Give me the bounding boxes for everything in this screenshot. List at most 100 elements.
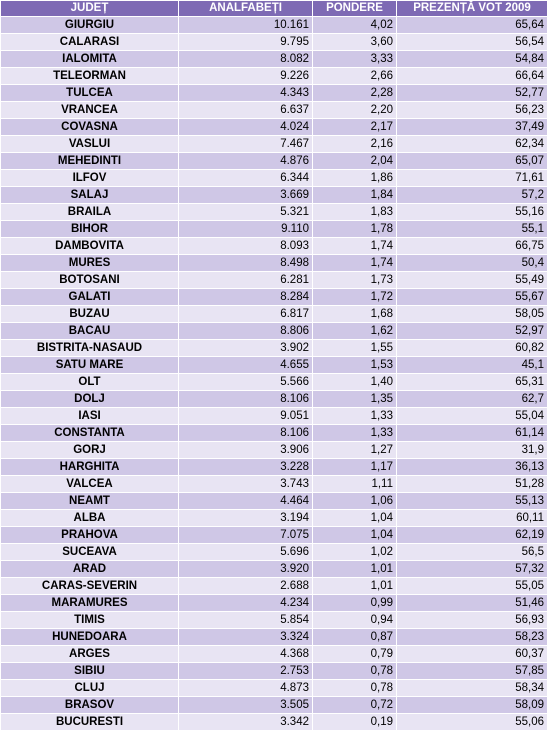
cell-weight: 0,99 [313,595,397,612]
cell-weight: 0,79 [313,646,397,663]
cell-turnout: 55,13 [397,493,547,510]
cell-illiterates: 9.110 [179,221,313,238]
cell-county: TULCEA [1,85,179,102]
cell-county: ILFOV [1,170,179,187]
cell-turnout: 55,05 [397,578,547,595]
cell-weight: 2,66 [313,68,397,85]
cell-weight: 2,17 [313,119,397,136]
cell-weight: 1,02 [313,544,397,561]
cell-turnout: 45,1 [397,357,547,374]
cell-county: CALARASI [1,34,179,51]
cell-weight: 1,17 [313,459,397,476]
cell-turnout: 36,13 [397,459,547,476]
cell-turnout: 60,82 [397,340,547,357]
header-illiterates: ANALFABEȚI [179,1,313,17]
cell-illiterates: 6.344 [179,170,313,187]
cell-illiterates: 8.806 [179,323,313,340]
cell-county: NEAMT [1,493,179,510]
cell-county: COVASNA [1,119,179,136]
cell-illiterates: 3.743 [179,476,313,493]
cell-illiterates: 3.920 [179,561,313,578]
cell-turnout: 65,07 [397,153,547,170]
cell-turnout: 60,11 [397,510,547,527]
cell-county: PRAHOVA [1,527,179,544]
cell-weight: 1,40 [313,374,397,391]
cell-turnout: 31,9 [397,442,547,459]
cell-turnout: 62,7 [397,391,547,408]
cell-illiterates: 4.234 [179,595,313,612]
cell-illiterates: 7.075 [179,527,313,544]
cell-county: GALATI [1,289,179,306]
cell-illiterates: 4.368 [179,646,313,663]
cell-county: BACAU [1,323,179,340]
cell-weight: 4,02 [313,17,397,34]
cell-county: DOLJ [1,391,179,408]
cell-county: VRANCEA [1,102,179,119]
cell-county: TELEORMAN [1,68,179,85]
cell-turnout: 55,1 [397,221,547,238]
cell-weight: 0,78 [313,663,397,680]
cell-weight: 1,68 [313,306,397,323]
cell-county: CLUJ [1,680,179,697]
cell-illiterates: 8.106 [179,425,313,442]
cell-weight: 1,11 [313,476,397,493]
cell-county: BISTRITA-NASAUD [1,340,179,357]
cell-illiterates: 6.281 [179,272,313,289]
cell-county: GORJ [1,442,179,459]
cell-turnout: 37,49 [397,119,547,136]
cell-county: MEHEDINTI [1,153,179,170]
cell-county: VASLUI [1,136,179,153]
cell-turnout: 62,19 [397,527,547,544]
cell-weight: 1,06 [313,493,397,510]
cell-weight: 2,28 [313,85,397,102]
cell-county: MARAMURES [1,595,179,612]
cell-county: IALOMITA [1,51,179,68]
cell-weight: 0,94 [313,612,397,629]
cell-county: SIBIU [1,663,179,680]
cell-county: VALCEA [1,476,179,493]
cell-turnout: 54,84 [397,51,547,68]
cell-illiterates: 6.817 [179,306,313,323]
cell-weight: 1,83 [313,204,397,221]
cell-weight: 3,33 [313,51,397,68]
cell-turnout: 61,14 [397,425,547,442]
cell-weight: 2,20 [313,102,397,119]
cell-weight: 1,27 [313,442,397,459]
cell-turnout: 66,64 [397,68,547,85]
cell-turnout: 60,37 [397,646,547,663]
cell-county: CARAS-SEVERIN [1,578,179,595]
cell-illiterates: 7.467 [179,136,313,153]
cell-county: MURES [1,255,179,272]
cell-illiterates: 10.161 [179,17,313,34]
cell-weight: 2,16 [313,136,397,153]
header-county: JUDEȚ [1,1,179,17]
cell-turnout: 52,77 [397,85,547,102]
cell-weight: 1,53 [313,357,397,374]
cell-turnout: 58,23 [397,629,547,646]
cell-turnout: 55,49 [397,272,547,289]
cell-county: SATU MARE [1,357,179,374]
cell-illiterates: 4.876 [179,153,313,170]
cell-illiterates: 8.082 [179,51,313,68]
cell-county: BUCURESTI [1,714,179,731]
cell-county: BRASOV [1,697,179,714]
